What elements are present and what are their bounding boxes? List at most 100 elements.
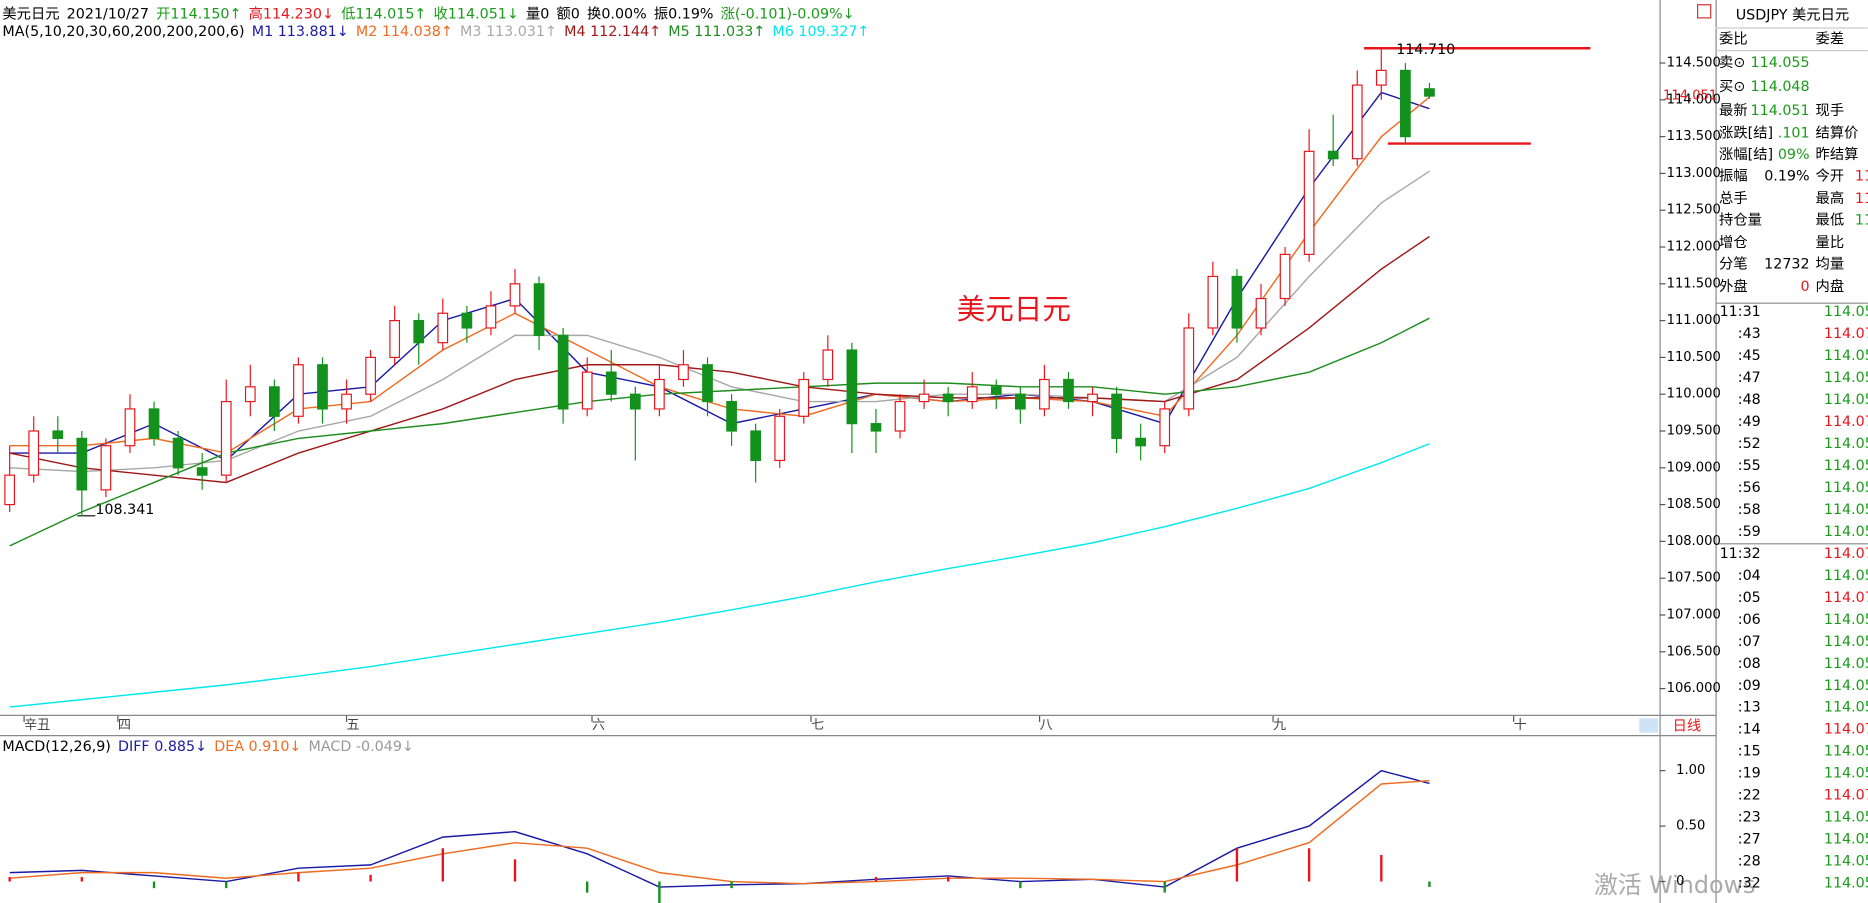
- candle-body: [629, 393, 641, 410]
- trade-price: 114.05: [1824, 634, 1868, 650]
- candle-body: [341, 393, 352, 410]
- candle-body: [28, 430, 40, 476]
- candle-body: [846, 349, 858, 425]
- candle-body: [1375, 69, 1387, 86]
- ma-line: [9, 443, 1430, 708]
- x-tick-label: 四: [118, 718, 131, 733]
- x-tick-label: 七: [811, 717, 824, 733]
- trade-price: 114.05: [1824, 678, 1868, 694]
- candle-body: [172, 437, 184, 469]
- legend-item: MACD -0.049↓: [309, 739, 414, 755]
- trade-time: :09: [1738, 678, 1761, 694]
- trade-time: :49: [1738, 414, 1761, 430]
- legend-row: 美元日元 2021/10/27 开114.150↑ 高114.230↓ 低114.015…: [2, 5, 854, 22]
- quote-value: 0.19%: [1764, 168, 1809, 184]
- trade-time: :06: [1738, 612, 1761, 628]
- candle-body: [870, 423, 882, 432]
- x-tick-label: 八: [1040, 718, 1053, 733]
- trade-price: 114.07: [1824, 326, 1868, 342]
- candle-body: [533, 283, 545, 336]
- trade-price: 114.05: [1824, 568, 1868, 584]
- quote-value: 11: [1855, 191, 1868, 207]
- candle-body: [437, 312, 449, 344]
- y-tick-label: 111.500: [1667, 276, 1721, 291]
- trade-time: :48: [1738, 392, 1761, 408]
- candle-body: [557, 334, 569, 410]
- trade-price: 114.05: [1824, 810, 1868, 826]
- quote-value: 12732: [1764, 256, 1809, 272]
- candle-body: [1351, 84, 1363, 160]
- trade-time: :08: [1738, 656, 1761, 672]
- trade-time: :27: [1738, 832, 1761, 848]
- candle-body: [1063, 378, 1074, 403]
- icon[interactable]: [1697, 4, 1712, 19]
- candle-body: [1111, 393, 1122, 439]
- legend-item: M4 112.144↑: [564, 24, 661, 40]
- trade-price: 114.05: [1824, 304, 1868, 320]
- y-tick-label: 113.500: [1667, 129, 1721, 144]
- x-tick-label: 九: [1273, 717, 1286, 733]
- ma-line: [9, 235, 1430, 484]
- candle-body: [365, 356, 376, 395]
- candle-body: [196, 467, 208, 476]
- period[interactable]: 日线: [1673, 718, 1702, 735]
- candle-body: [1159, 408, 1171, 447]
- candle-body: [822, 349, 834, 381]
- legend-item: 高114.230↓: [249, 5, 334, 22]
- quote-label: 最新: [1719, 102, 1748, 119]
- legend-item: 开114.150↑: [156, 6, 241, 22]
- quote-label: 最低: [1816, 211, 1845, 228]
- quote-label: 增仓: [1719, 234, 1748, 251]
- legend-item: MACD(12,26,9): [2, 739, 110, 755]
- watermark: 激活 Windows: [1594, 871, 1756, 899]
- trade-price: 114.05: [1824, 656, 1868, 672]
- quote-label: 振幅: [1719, 167, 1748, 184]
- candle-body: [485, 305, 497, 329]
- candle-body: [1424, 88, 1435, 97]
- candle-body: [268, 386, 280, 417]
- quote-value: 114.051: [1751, 103, 1810, 119]
- y-tick-label: 110.500: [1667, 350, 1721, 365]
- x-tick-label: 六: [592, 717, 605, 733]
- legend-item: 美元日元: [2, 5, 59, 22]
- legend-item: 收114.051↓: [434, 5, 519, 22]
- candle-body: [1135, 437, 1147, 447]
- candle-body: [413, 320, 425, 344]
- trade-time: :58: [1738, 502, 1761, 518]
- candle-body: [293, 364, 304, 417]
- trade-time: 11:32: [1720, 546, 1761, 562]
- quote-label: 卖⊙: [1719, 54, 1745, 71]
- legend-item: 换0.00%: [587, 5, 647, 22]
- quote-label: 买⊙: [1719, 78, 1745, 95]
- quote-value: 11: [1855, 168, 1868, 184]
- legend-item: MA(5,10,20,30,60,200,200,200,6): [2, 24, 244, 40]
- scroll-box[interactable]: [1639, 718, 1659, 733]
- y-tick-label: 106.500: [1667, 644, 1721, 659]
- y-tick-label: 106.000: [1667, 681, 1721, 696]
- chart-label: 美元日元: [957, 292, 1071, 326]
- legend-item: 低114.015↑: [341, 5, 426, 22]
- candle-body: [148, 408, 160, 439]
- candle-body: [774, 415, 786, 462]
- x-tick-label: 辛丑: [24, 717, 50, 733]
- candle-body: [317, 364, 328, 410]
- y-tick-label: 1.00: [1676, 763, 1705, 778]
- trade-time: :52: [1738, 436, 1761, 452]
- trade-price: 114.05: [1824, 436, 1868, 452]
- quote-label: 委差: [1816, 30, 1845, 47]
- high-annotation: 114.710: [1396, 42, 1455, 58]
- quote-label: 昨结算: [1816, 146, 1859, 163]
- candle-body: [1087, 393, 1098, 403]
- trade-price: 114.05: [1824, 854, 1868, 870]
- y-tick-label: 114.500: [1667, 56, 1721, 71]
- y-tick-label: 110.000: [1667, 387, 1721, 402]
- legend-item: M6 109.327↑: [772, 24, 869, 40]
- legend-item: M3 113.031↑: [460, 24, 557, 40]
- trade-time: :32: [1738, 876, 1761, 892]
- candle-body: [100, 445, 112, 491]
- candle-body: [1039, 378, 1050, 410]
- quote-label: 外盘: [1719, 277, 1748, 295]
- trade-time: :23: [1738, 810, 1761, 826]
